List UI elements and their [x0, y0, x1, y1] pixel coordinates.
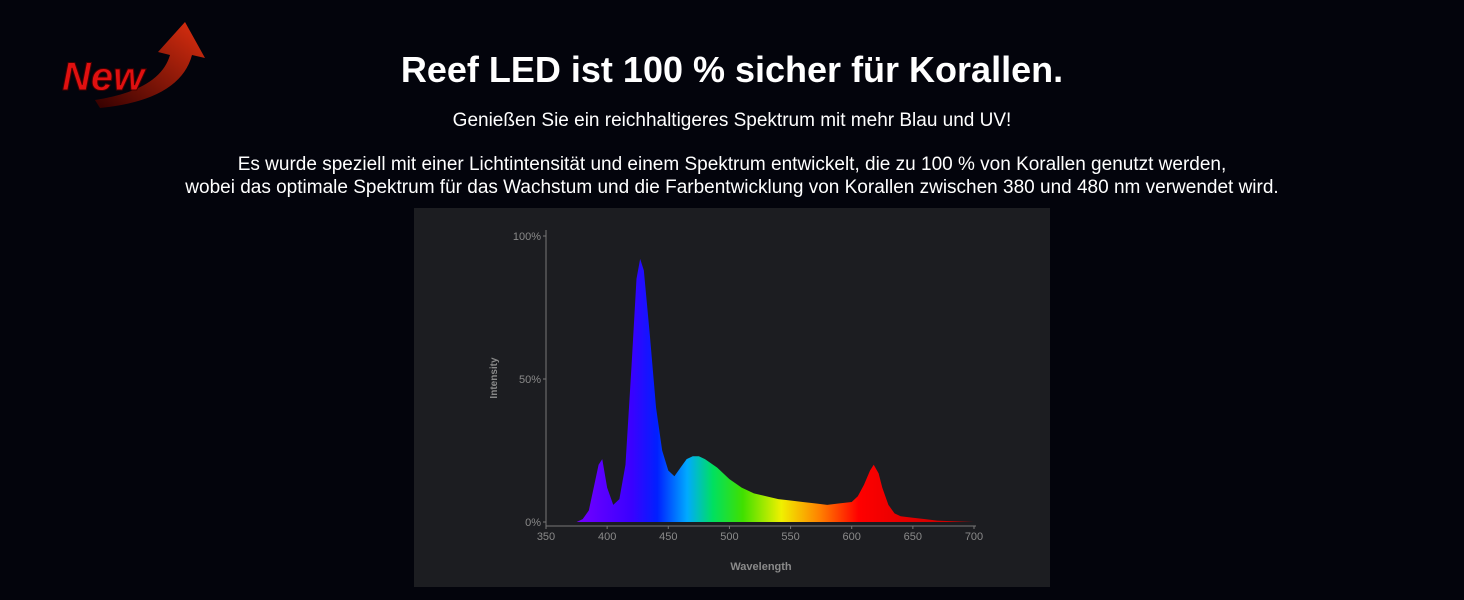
y-tick-label: 100%: [513, 231, 541, 243]
chart-panel: [414, 208, 1050, 587]
subtitle: Genießen Sie ein reichhaltigeres Spektru…: [453, 110, 1012, 131]
y-axis-label: Intensity: [489, 357, 500, 399]
new-badge: New: [62, 22, 205, 108]
x-tick-label: 650: [904, 531, 922, 543]
y-tick-label: 50%: [519, 374, 541, 386]
x-tick-label: 450: [659, 531, 677, 543]
x-tick-label: 600: [843, 531, 861, 543]
x-tick-label: 550: [781, 531, 799, 543]
headline: Reef LED ist 100 % sicher für Korallen.: [401, 49, 1063, 90]
x-axis-label: Wavelength: [730, 561, 792, 573]
description-line: Es wurde speziell mit einer Lichtintensi…: [238, 154, 1227, 175]
chart: Wavelength Intensity 350 400 450 500 550 600 6…: [489, 230, 983, 573]
description-line: wobei das optimale Spektrum für das Wach…: [184, 177, 1278, 198]
badge-arrow: [95, 22, 205, 108]
x-tick-label: 700: [965, 531, 983, 543]
badge-text: New: [62, 55, 147, 99]
x-tick-label: 400: [598, 531, 616, 543]
y-tick-label: 0%: [525, 517, 541, 529]
x-tick-label: 500: [720, 531, 738, 543]
x-tick-label: 350: [537, 531, 555, 543]
